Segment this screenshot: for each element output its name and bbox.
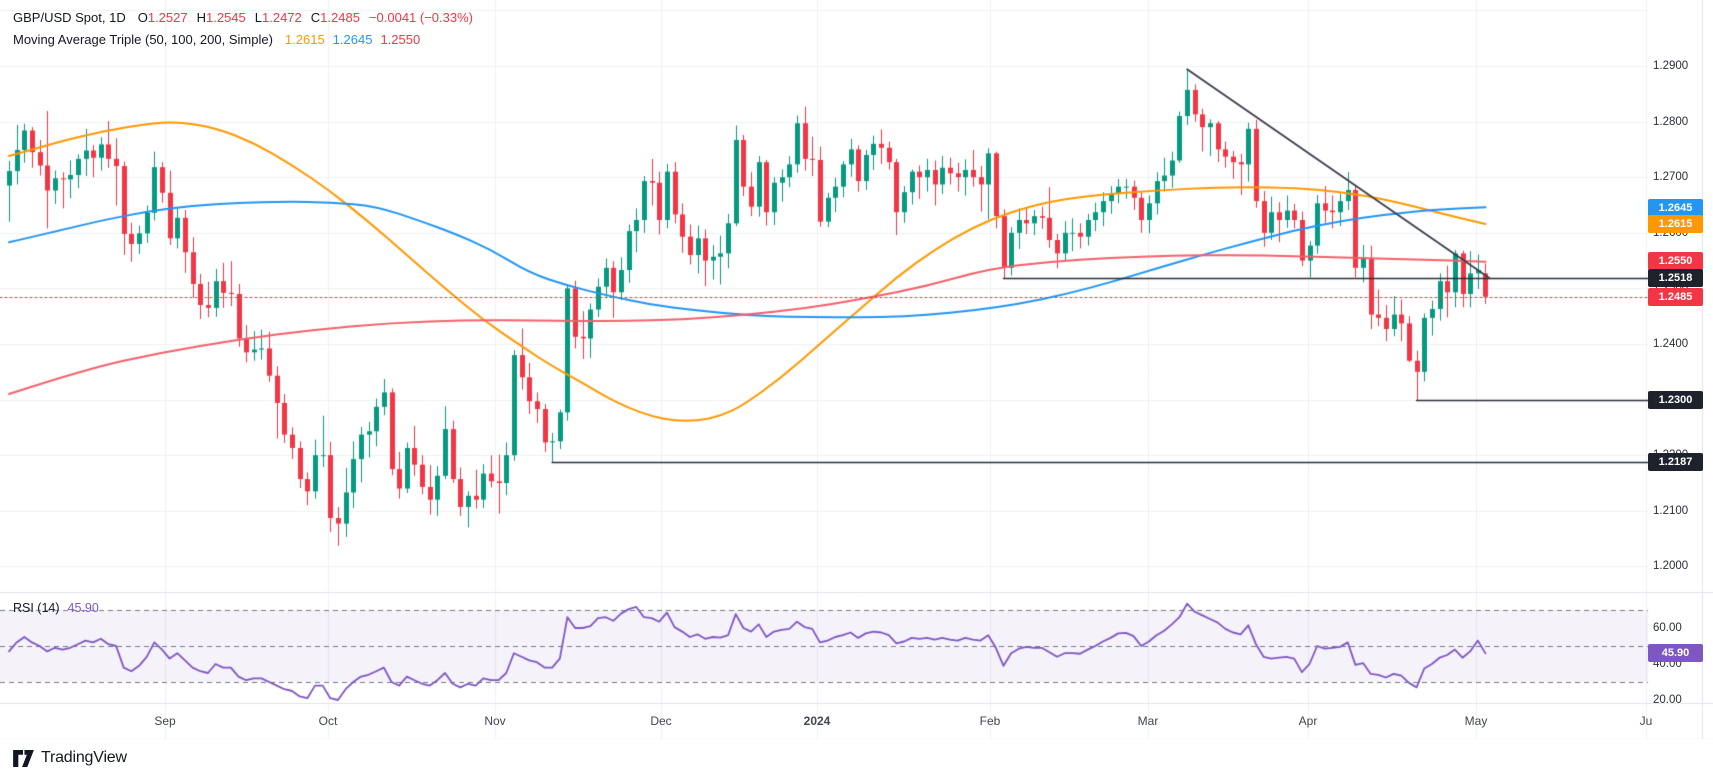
- symbol-title: GBP/USD Spot, 1D: [13, 9, 126, 25]
- time-axis-label: Ju: [1639, 714, 1653, 728]
- footer-bar: TradingView: [0, 739, 1713, 777]
- time-axis-label: 2024: [803, 714, 831, 728]
- rsi-badge: 45.90: [1648, 644, 1703, 663]
- price-badge: 1.2645: [1648, 198, 1703, 217]
- time-axis-label: Apr: [1298, 714, 1318, 728]
- rsi-axis-label: 60.00: [1653, 622, 1682, 634]
- low-value: 1.2472: [262, 9, 302, 25]
- open-value: 1.2527: [147, 9, 188, 25]
- price-badge: 1.2485: [1648, 287, 1703, 306]
- tradingview-brand-text[interactable]: TradingView: [41, 749, 127, 766]
- price-badge: 1.2300: [1648, 390, 1703, 409]
- time-axis[interactable]: [0, 703, 1713, 739]
- high-value: 1.2545: [206, 9, 246, 25]
- ma-legend-row[interactable]: Moving Average Triple (50, 100, 200, Sim…: [13, 28, 473, 50]
- tradingview-logo-icon[interactable]: [13, 749, 34, 767]
- ma200-value: 1.2550: [380, 31, 421, 47]
- time-axis-label: Feb: [979, 714, 1001, 728]
- ma100-value: 1.2645: [332, 31, 373, 47]
- ma-indicator-title: Moving Average Triple (50, 100, 200, Sim…: [13, 31, 273, 47]
- open-label: O: [137, 9, 148, 25]
- time-axis-label: Sep: [154, 714, 176, 728]
- close-value: 1.2485: [320, 9, 360, 25]
- price-badge: 1.2187: [1648, 453, 1703, 472]
- rsi-axis-label: 20.00: [1653, 694, 1682, 706]
- symbol-legend-row[interactable]: GBP/USD Spot, 1D O1.2527 H1.2545 L1.2472…: [13, 6, 473, 28]
- time-axis-label: Nov: [484, 714, 506, 728]
- ma50-value: 1.2615: [284, 31, 325, 47]
- high-label: H: [196, 9, 206, 25]
- price-axis-label: 1.2000: [1653, 560, 1689, 573]
- close-label: C: [310, 9, 321, 25]
- chart-legend: GBP/USD Spot, 1D O1.2527 H1.2545 L1.2472…: [13, 6, 473, 50]
- rsi-value: 45.90: [67, 601, 99, 615]
- price-badge: 1.2518: [1648, 269, 1703, 288]
- low-label: L: [254, 9, 262, 25]
- change-value: −0.0041 (−0.33%): [368, 9, 473, 25]
- rsi-legend-row[interactable]: RSI (14) 45.90: [13, 601, 99, 615]
- time-axis-label: Dec: [650, 714, 672, 728]
- time-axis-label: Oct: [318, 714, 338, 728]
- price-badge: 1.2615: [1648, 215, 1703, 234]
- price-axis-label: 1.2900: [1653, 60, 1689, 72]
- price-axis-label: 1.2800: [1653, 115, 1689, 128]
- price-axis-label: 1.2100: [1653, 504, 1689, 517]
- time-axis-label: Mar: [1137, 714, 1159, 728]
- time-axis-label: May: [1464, 714, 1488, 728]
- price-badge: 1.2550: [1648, 251, 1703, 270]
- rsi-indicator-title: RSI (14): [13, 601, 60, 615]
- price-axis-label: 1.2400: [1653, 338, 1689, 350]
- price-axis-label: 1.2700: [1653, 171, 1689, 184]
